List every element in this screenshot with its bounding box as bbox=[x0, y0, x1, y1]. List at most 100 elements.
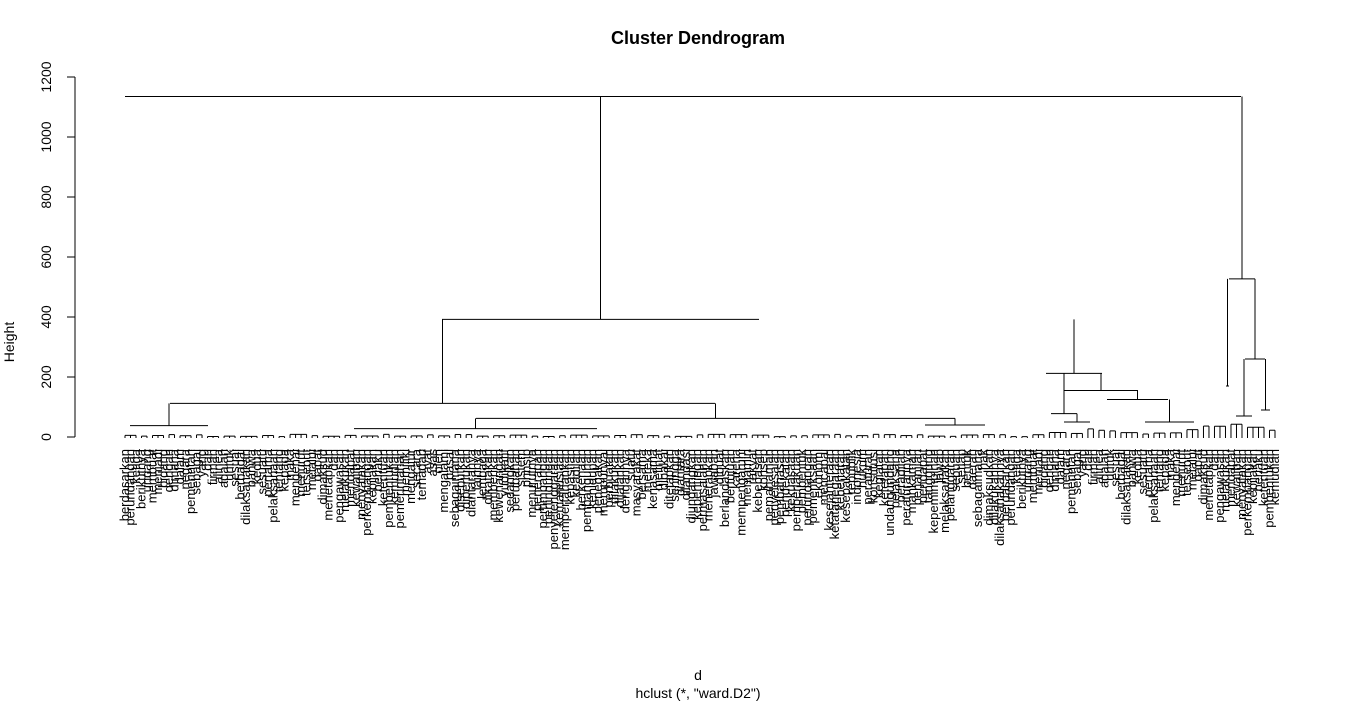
leaf-label: berlaku bbox=[370, 449, 385, 492]
leaf-label: jawab bbox=[931, 449, 946, 484]
leaf-label: dilandasi bbox=[678, 449, 693, 500]
chart-title: Cluster Dendrogram bbox=[611, 28, 785, 48]
leaf-label: kewajiban bbox=[1229, 449, 1244, 507]
leaf-label: ketentuan bbox=[376, 449, 391, 506]
leaf-label: tentang bbox=[271, 449, 286, 492]
leaf-label: karena bbox=[728, 448, 743, 489]
leaf-label: pembentuk bbox=[794, 449, 809, 514]
leaf-label: berikutnya bbox=[1014, 448, 1029, 509]
leaf-label: kebenaran bbox=[832, 449, 847, 510]
leaf-label: diundangkan bbox=[684, 449, 699, 523]
leaf-label: dimana bbox=[167, 448, 182, 491]
leaf-label: yang bbox=[1074, 449, 1089, 477]
leaf-label: pembangunan bbox=[579, 449, 594, 532]
leaf-label: mereka bbox=[640, 448, 655, 492]
leaf-label: menjadi bbox=[150, 449, 165, 495]
leaf-label: masyarakat bbox=[629, 449, 644, 517]
leaf-label: menurut bbox=[1174, 449, 1189, 497]
leaf-label: perundangan bbox=[1003, 449, 1018, 526]
leaf-label: memiliki bbox=[398, 449, 413, 496]
y-tick-label: 0 bbox=[38, 433, 54, 441]
leaf-label: dilaksanakannya bbox=[992, 448, 1007, 546]
leaf-label: firman bbox=[1085, 449, 1100, 485]
leaf-label: dari bbox=[200, 449, 215, 471]
leaf-label: ayat bbox=[420, 449, 435, 474]
leaf-label: oleh bbox=[431, 449, 446, 474]
leaf-label: sesuai bbox=[227, 449, 242, 487]
leaf-label: terhadap bbox=[414, 449, 429, 500]
leaf-label: pemerintahan bbox=[392, 449, 407, 529]
leaf-label: mengalami bbox=[436, 449, 451, 513]
leaf-label: maka bbox=[1163, 448, 1178, 481]
leaf-label: kemudian bbox=[1267, 449, 1282, 505]
leaf-label: negara bbox=[1058, 448, 1073, 489]
leaf-label: rakyat bbox=[744, 449, 759, 485]
x-axis-subtitle: hclust (*, "ward.D2") bbox=[635, 685, 760, 701]
leaf-label: berkenaan bbox=[574, 449, 589, 510]
leaf-label: dengan bbox=[1041, 449, 1056, 492]
leaf-label: menyatakan bbox=[1234, 449, 1249, 520]
leaf-label: hukum bbox=[854, 449, 869, 488]
leaf-label: perkembangan bbox=[1240, 449, 1255, 536]
leaf-label: kebijakan bbox=[1245, 449, 1260, 504]
leaf-label: ketiga bbox=[128, 448, 143, 483]
leaf-label: pertama bbox=[1140, 448, 1155, 496]
leaf-label: undangundang bbox=[882, 449, 897, 536]
leaf-label: mengatur bbox=[403, 448, 418, 504]
leaf-label: dikatakan bbox=[480, 449, 495, 505]
leaf-label: pemerintah bbox=[1063, 449, 1078, 514]
leaf-label: penegakan bbox=[590, 449, 605, 513]
leaf-label: ketiga bbox=[1008, 448, 1023, 483]
leaf-label: pemeriksaan bbox=[805, 449, 820, 523]
leaf-label: pelanggaran bbox=[942, 449, 957, 521]
dendrogram-links bbox=[125, 96, 1270, 430]
leaf-label: kepada bbox=[277, 448, 292, 491]
leaf-label: sesuai bbox=[1107, 449, 1122, 487]
y-tick-label: 200 bbox=[38, 365, 54, 389]
leaf-label: bertujuan bbox=[722, 449, 737, 503]
leaf-label: pendapat bbox=[915, 449, 930, 504]
leaf-label: daerah bbox=[964, 449, 979, 489]
leaf-label: kesepakatan bbox=[838, 449, 853, 523]
leaf-label: mempertahankan bbox=[557, 449, 572, 550]
leaf-label: pembahasan bbox=[772, 449, 787, 524]
leaf-label: dibuat bbox=[711, 449, 726, 485]
leaf-label: ditetapkan bbox=[662, 449, 677, 509]
leaf-label: perundangan bbox=[123, 449, 138, 526]
y-tick-label: 600 bbox=[38, 245, 54, 269]
leaf-label: kepemimpinan bbox=[926, 449, 941, 534]
y-axis-title: Height bbox=[1, 322, 17, 363]
leaf-label: menurut bbox=[293, 449, 308, 497]
leaf-label: dapat bbox=[310, 449, 325, 482]
leaf-label: dari bbox=[1080, 449, 1095, 471]
leaf-label: dengannya bbox=[618, 448, 633, 513]
leaf-label: mengenai bbox=[1168, 449, 1183, 506]
leaf-label: dipakai bbox=[656, 449, 671, 490]
leaf-label: memberikan bbox=[486, 449, 501, 521]
leaf-label: dilaksanakan bbox=[238, 449, 253, 525]
leaf-label: tersebut bbox=[1179, 449, 1194, 496]
leaf-label: kebebasan bbox=[750, 449, 765, 513]
leaf-label: sedangkan bbox=[502, 449, 517, 513]
leaf-label: kemanusiaan bbox=[552, 449, 567, 526]
leaf-label: kedua bbox=[1129, 448, 1144, 484]
leaf-label: melihat bbox=[651, 449, 666, 491]
leaf-label: pertimbangan bbox=[535, 449, 550, 529]
leaf-label: melalui bbox=[1185, 449, 1200, 490]
leaf-label: pemahaman bbox=[761, 449, 776, 521]
leaf-label: menyatakan bbox=[354, 449, 369, 520]
leaf-label: menurutnya bbox=[524, 448, 539, 517]
leaf-label: sebagaimana bbox=[447, 448, 462, 527]
leaf-label: kegiatan bbox=[871, 449, 886, 498]
leaf-label: setiap bbox=[953, 449, 968, 484]
leaf-label: dilakukan bbox=[607, 449, 622, 504]
leaf-labels: berdasarkanperundanganketigaberikutnyaun… bbox=[117, 448, 1282, 550]
y-tick-label: 400 bbox=[38, 305, 54, 329]
leaf-label: alinea bbox=[211, 448, 226, 483]
leaf-label: asas bbox=[425, 449, 440, 477]
leaf-label: dan bbox=[326, 449, 341, 471]
leaf-label: dimaksud bbox=[1196, 449, 1211, 505]
leaf-label: pembentukan bbox=[1262, 449, 1277, 528]
